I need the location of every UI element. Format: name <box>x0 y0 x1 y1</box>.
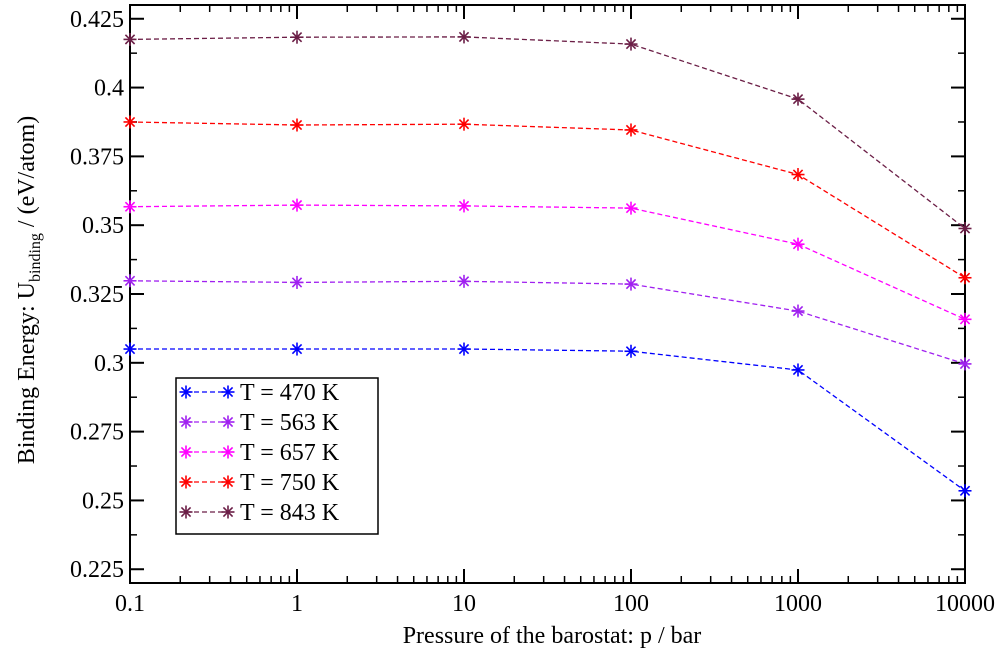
x-tick-label: 1 <box>291 591 303 617</box>
legend-item: T = 563 K <box>179 410 340 436</box>
data-point <box>123 200 137 214</box>
data-point <box>290 342 304 356</box>
data-point <box>290 118 304 132</box>
data-point <box>624 344 638 358</box>
legend-item: T = 470 K <box>179 380 340 406</box>
data-point <box>457 342 471 356</box>
data-point <box>457 199 471 213</box>
data-point <box>290 30 304 44</box>
y-axis-title-subscript: binding <box>27 233 44 282</box>
legend-marker <box>221 475 235 489</box>
y-tick-label: 0.325 <box>70 282 124 308</box>
legend-marker <box>179 475 193 489</box>
data-point <box>958 221 972 235</box>
series-t-750-k <box>123 115 972 285</box>
data-point <box>624 123 638 137</box>
y-tick-label: 0.35 <box>82 213 124 239</box>
data-point <box>958 271 972 285</box>
data-point <box>624 277 638 291</box>
legend-box <box>175 377 379 535</box>
y-tick-label: 0.425 <box>70 7 124 33</box>
legend-label: T = 563 K <box>240 410 340 436</box>
legend-label: T = 750 K <box>240 470 340 496</box>
legend-marker <box>179 385 193 399</box>
legend-item: T = 843 K <box>179 500 340 526</box>
x-tick-label: 100 <box>613 591 649 617</box>
data-point <box>290 275 304 289</box>
series-t-563-k <box>123 274 972 371</box>
series-line <box>129 204 966 320</box>
legend-marker <box>179 415 193 429</box>
data-point <box>123 274 137 288</box>
data-point <box>791 304 805 318</box>
y-axis-title-unit: / (eV/atom) <box>14 116 40 233</box>
legend-marker <box>221 505 235 519</box>
x-tick-label: 10 <box>452 591 476 617</box>
x-axis-title: Pressure of the barostat: p / bar <box>403 623 702 649</box>
data-point <box>958 312 972 326</box>
data-point <box>123 342 137 356</box>
data-series <box>123 30 972 498</box>
legend: T = 470 K T = 563 K T = 657 K T = 750 K T = … <box>175 377 379 535</box>
data-point <box>123 32 137 46</box>
data-point <box>958 484 972 498</box>
series-t-843-k <box>123 30 972 235</box>
y-tick-label: 0.3 <box>94 351 124 377</box>
legend-marker <box>179 505 193 519</box>
y-axis-title-main: Binding Energy: U <box>14 282 40 464</box>
y-tick-label: 0.375 <box>70 144 124 170</box>
legend-label: T = 843 K <box>240 500 340 526</box>
y-tick-label: 0.225 <box>70 557 124 583</box>
data-point <box>791 168 805 182</box>
y-tick-label: 0.25 <box>82 488 124 514</box>
series-line <box>129 121 966 279</box>
x-tick-label: 0.1 <box>115 591 145 617</box>
legend-marker <box>221 385 235 399</box>
y-tick-label: 0.275 <box>70 420 124 446</box>
legend-marker <box>221 445 235 459</box>
data-point <box>791 237 805 251</box>
data-point <box>457 30 471 44</box>
series-line <box>130 348 966 492</box>
legend-label: T = 470 K <box>240 380 340 406</box>
axis-ticks: 0.1 1 10 100 1000 10000 0.225 0.25 0.275 0.3 0.325… <box>70 5 995 617</box>
y-axis-title: Binding Energy: Ubinding / (eV/atom) <box>14 116 44 464</box>
x-tick-label: 1000 <box>774 591 822 617</box>
series-t-470-k <box>123 342 972 498</box>
legend-label: T = 657 K <box>240 440 340 466</box>
series-line <box>129 36 966 230</box>
series-line <box>129 280 966 365</box>
legend-marker <box>221 415 235 429</box>
data-point <box>624 201 638 215</box>
legend-item: T = 657 K <box>179 440 340 466</box>
data-point <box>457 117 471 131</box>
data-point <box>290 198 304 212</box>
data-point <box>624 37 638 51</box>
data-point <box>457 274 471 288</box>
data-point <box>791 363 805 377</box>
data-point <box>791 92 805 106</box>
x-tick-label: 10000 <box>935 591 995 617</box>
legend-marker <box>179 445 193 459</box>
legend-item: T = 750 K <box>179 470 340 496</box>
data-point <box>123 115 137 129</box>
series-t-657-k <box>123 198 972 326</box>
y-tick-label: 0.4 <box>94 76 124 102</box>
data-point <box>958 357 972 371</box>
